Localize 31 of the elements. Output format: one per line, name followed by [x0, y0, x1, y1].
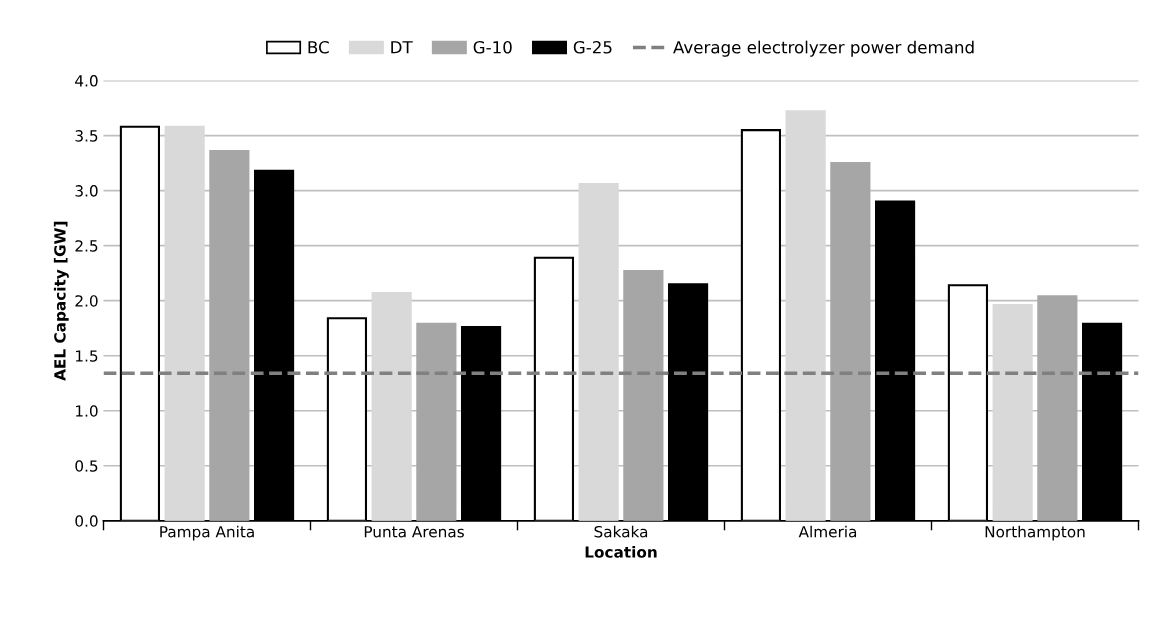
legend-label: G-25	[573, 40, 612, 54]
x-tick-label: Sakaka	[594, 525, 648, 538]
legend-label: G-10	[473, 40, 512, 54]
x-tick-label: Almeria	[798, 525, 857, 538]
y-tick-label: 1.5	[76, 350, 98, 362]
bar	[1037, 295, 1078, 521]
y-tick-label: 2.0	[75, 295, 98, 307]
bar	[416, 322, 457, 521]
y-tick-label: 0.0	[75, 515, 98, 527]
x-axis-title: Location	[585, 546, 657, 558]
y-axis-title: AEL Capacity [GW]	[53, 221, 69, 381]
legend-label: BC	[308, 40, 329, 54]
x-tick-label: Pampa Anita	[160, 525, 254, 541]
x-tick-label: Northampton	[985, 525, 1085, 541]
legend-label: Average electrolyzer power demand	[673, 40, 974, 57]
bar	[371, 291, 412, 521]
y-tick-label: 0.5	[75, 460, 98, 472]
bar	[578, 183, 619, 521]
y-tick-label: 3.5	[75, 130, 98, 142]
legend-label: DT	[391, 41, 413, 54]
y-tick-label: 1.0	[76, 405, 98, 417]
bar	[623, 269, 664, 521]
bar	[164, 125, 205, 521]
x-tick-label: Punta Arenas	[364, 526, 464, 538]
y-tick-label: 4.0	[75, 75, 98, 87]
bar	[992, 304, 1033, 521]
bar	[785, 110, 826, 521]
bar	[209, 149, 250, 521]
y-tick-label: 3.0	[75, 185, 98, 197]
bar	[830, 162, 871, 521]
y-tick-label: 2.5	[75, 240, 98, 252]
